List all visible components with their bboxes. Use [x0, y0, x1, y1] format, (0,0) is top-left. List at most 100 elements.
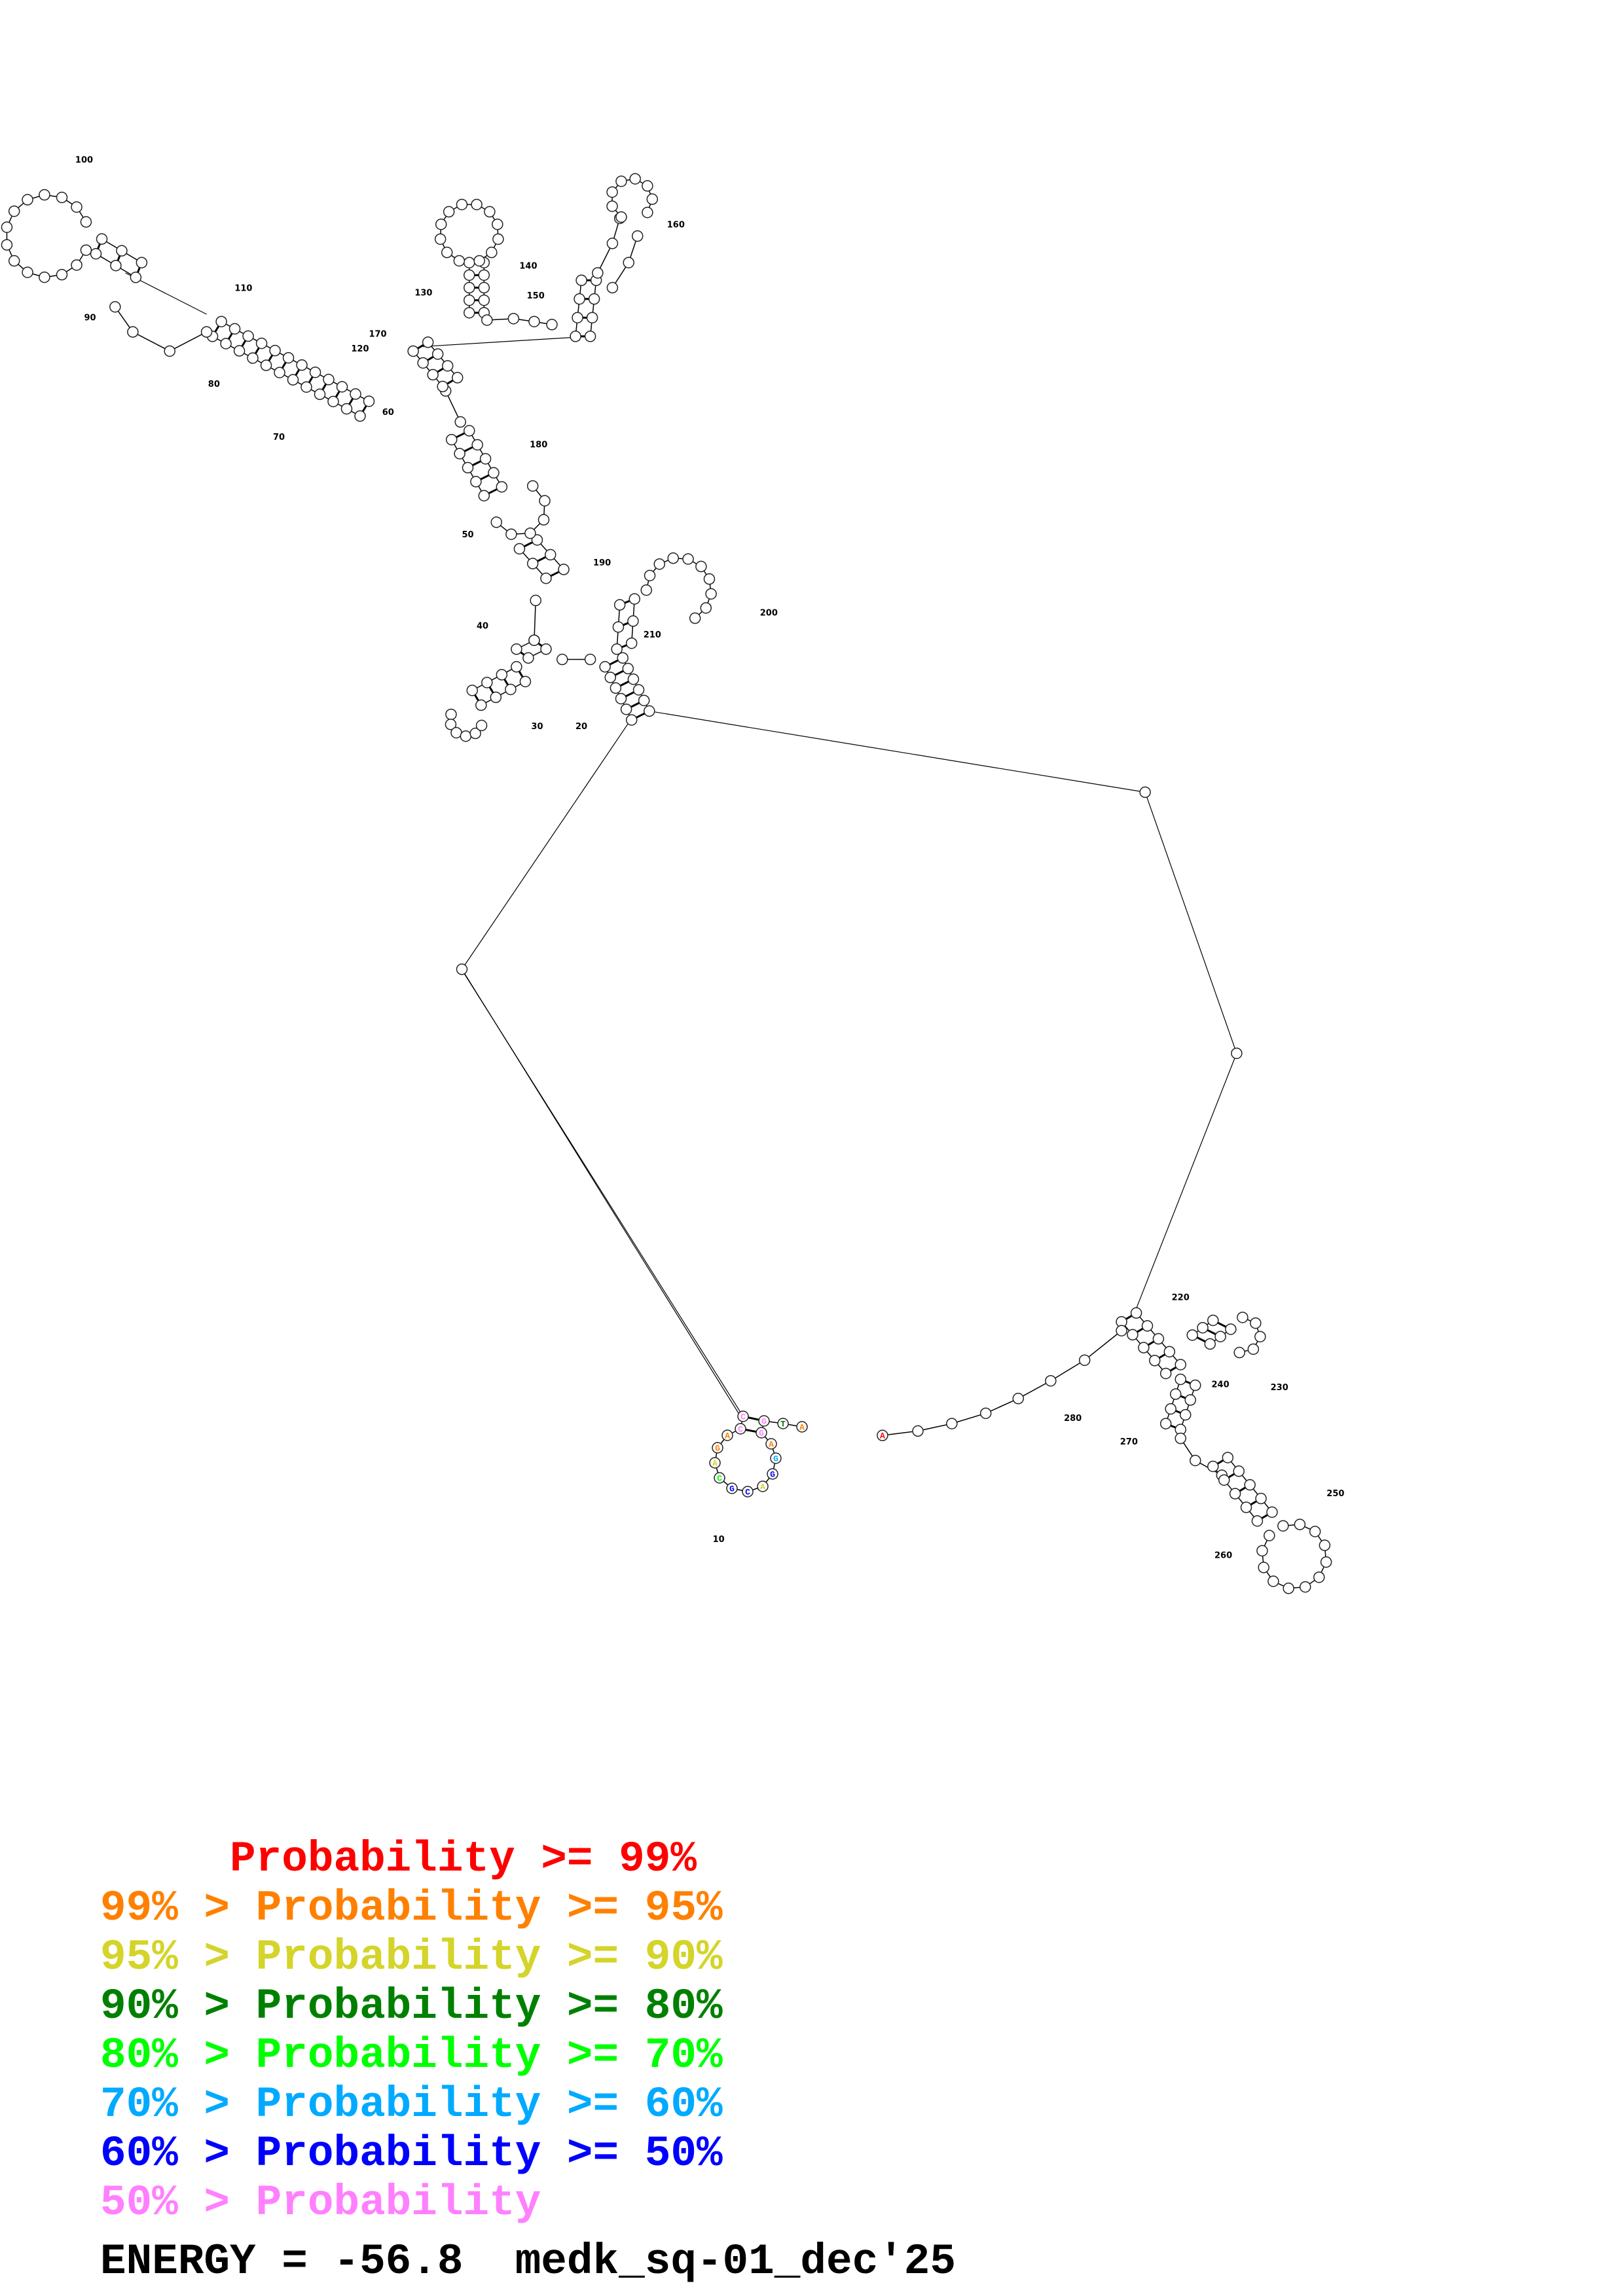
- nucleotide-circle: [323, 374, 335, 386]
- nucleotide-circle: [1320, 1556, 1332, 1568]
- nucleotide-circle: [700, 602, 712, 614]
- nucleotide-circle: [287, 374, 299, 386]
- nucleotide-circle: [8, 205, 20, 217]
- nucleotide-circle: [1299, 1581, 1311, 1593]
- nucleotide-base: A: [712, 1459, 718, 1469]
- nucleotide-circle: [488, 467, 500, 479]
- nucleotide-circle: [1207, 1314, 1219, 1327]
- nucleotide-circle: [464, 307, 475, 319]
- nucleotide-circle: [340, 403, 353, 415]
- nucleotide-circle: [1294, 1518, 1306, 1530]
- backbone-line: [132, 331, 170, 352]
- nucleotide-circle: [531, 534, 543, 546]
- position-labels: 10 20 30 40 50 60 70 80 90 100 110 120 130 140 150 160 1…: [75, 155, 1345, 1560]
- nucleotide-circle: [526, 558, 539, 569]
- backbone-line: [1050, 1359, 1085, 1382]
- backbone-line: [1084, 1330, 1122, 1361]
- nucleotide-circle: [572, 312, 583, 324]
- position-label: 190: [593, 558, 611, 568]
- nucleotide-circle: [599, 661, 611, 673]
- position-label: 90: [84, 314, 96, 323]
- nucleotide-circle: [705, 588, 717, 600]
- nucleotide-circle: [450, 726, 462, 739]
- nucleotide-circle: [1175, 1359, 1186, 1371]
- nucleotide-circle: [422, 336, 434, 348]
- nucleotide-circle: [496, 669, 508, 681]
- nucleotide-circle: [466, 685, 479, 696]
- nucleotide-circle: [470, 476, 482, 488]
- nucleotide-circle: [451, 372, 464, 384]
- position-label: 250: [1326, 1489, 1344, 1499]
- nucleotide-circle: [71, 259, 82, 271]
- nucleotide-circle: [471, 439, 483, 451]
- nucleotide-circle: [22, 266, 33, 278]
- nucleotide-circle: [1251, 1515, 1264, 1527]
- position-label: 70: [273, 433, 285, 442]
- nucleotide-circle: [667, 552, 679, 564]
- backbone-line: [420, 336, 591, 348]
- nucleotide-circle: [613, 599, 626, 611]
- nucleotide-circle: [1186, 1329, 1198, 1341]
- position-label: 230: [1271, 1383, 1288, 1393]
- nucleotide-circle: [709, 1457, 721, 1469]
- nucleotide-circle: [136, 257, 148, 268]
- nucleotide-circle: [682, 553, 694, 565]
- nucleotide-circle: [1, 239, 13, 251]
- nucleotide-circle: [56, 191, 68, 204]
- nucleotide-circle: [116, 245, 128, 257]
- nucleotide-circle: [478, 281, 490, 294]
- nucleotide-circle: [1130, 1307, 1142, 1319]
- nucleotide-circle: [1244, 1479, 1256, 1491]
- backbone-line: [882, 1430, 919, 1436]
- position-label: 150: [527, 291, 545, 301]
- nucleotide-circle: [478, 490, 490, 502]
- nucleotide-circle: [456, 198, 468, 211]
- nucleotide-circle: [39, 188, 50, 201]
- nucleotide-circle: [296, 359, 308, 371]
- nucleotide-circle: [627, 615, 639, 627]
- nucleotide-circle: [519, 675, 532, 688]
- nucleotide-circle: [511, 661, 522, 673]
- nucleotide-circle: [606, 186, 618, 198]
- backbone-line: [917, 1423, 952, 1432]
- nucleotide-circle: [1159, 1367, 1172, 1380]
- nucleotide-circle: [200, 326, 213, 338]
- nucleotide-circle: [1258, 1562, 1269, 1573]
- nucleotide-circle: [1231, 1047, 1243, 1060]
- nucleotide-circle: [464, 294, 475, 306]
- nucleotide-base: G: [715, 1444, 720, 1454]
- nucleotide-circle: [445, 719, 457, 730]
- nucleotide-circle: [695, 560, 707, 573]
- nucleotide-circle: [431, 348, 444, 360]
- nucleotide-circle: [71, 201, 82, 213]
- nucleotide-circle: [615, 175, 627, 187]
- nucleotide-circle: [1277, 1520, 1289, 1532]
- nucleotide-circle: [538, 514, 550, 526]
- position-label: 160: [667, 221, 685, 230]
- nucleotide-circle: [309, 367, 321, 378]
- nucleotide-circle: [1184, 1394, 1196, 1406]
- position-label: 110: [234, 284, 252, 294]
- nucleotide-circle: [407, 345, 419, 357]
- nucleotide-circle: [1240, 1501, 1252, 1513]
- nucleotide-circle: [1139, 786, 1151, 798]
- nucleotide-circle: [327, 395, 339, 408]
- nucleotide-circle: [1229, 1488, 1241, 1499]
- nucleotide-circle: [247, 352, 259, 364]
- nucleotide-circle: [1233, 1465, 1245, 1477]
- nucleotide-circle: [484, 206, 496, 218]
- nucleotide-circle: [479, 453, 492, 465]
- nucleotide-circle: [1152, 1333, 1165, 1345]
- nucleotide-circle: [110, 259, 122, 272]
- position-label: 220: [1172, 1293, 1190, 1302]
- nucleotide-circle: [546, 319, 558, 331]
- nucleotide-circle: [460, 730, 472, 742]
- legend-entry-p70: 80% > Probability >= 70%: [100, 2031, 723, 2080]
- nucleotide-circle: [540, 643, 552, 655]
- base-pairs: [95, 238, 1273, 1522]
- nucleotide-circle: [260, 359, 272, 371]
- nucleotide-circle: [1159, 1418, 1172, 1429]
- nucleotide-circle: [462, 461, 474, 474]
- nucleotide-circle: [109, 301, 121, 313]
